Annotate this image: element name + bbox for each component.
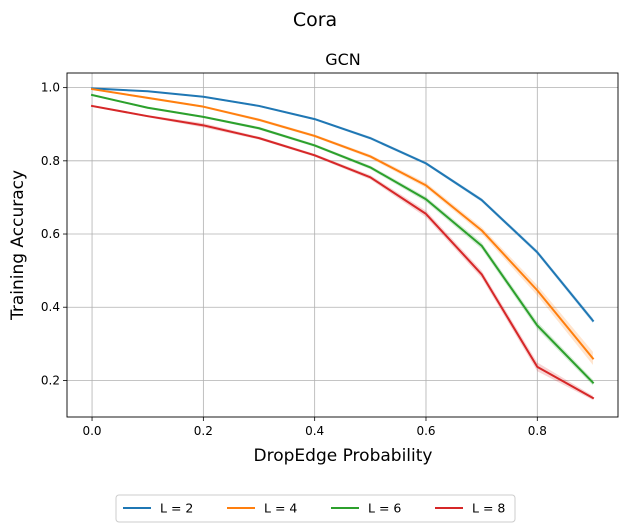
series-band-4	[92, 105, 593, 401]
x-axis-label: DropEdge Probability	[254, 446, 433, 466]
confidence-bands	[92, 87, 593, 401]
figure-suptitle: Cora	[293, 9, 337, 31]
x-tick-label: 0.4	[305, 424, 324, 438]
series-line-1	[90, 87, 595, 323]
series-band-3	[92, 94, 593, 386]
y-tick-label: 0.8	[41, 154, 60, 168]
y-axis-label: Training Accuracy	[8, 170, 28, 321]
legend-label-1: L = 2	[160, 501, 193, 516]
series-lines	[90, 87, 595, 400]
legend-label-2: L = 4	[264, 501, 297, 516]
x-axis-ticks: 0.0 0.2 0.4 0.6 0.8	[82, 417, 547, 438]
legend: L = 2 L = 4 L = 6 L = 8	[115, 494, 516, 523]
series-line-2	[90, 87, 595, 360]
series-band-1	[92, 87, 593, 324]
x-tick-label: 0.0	[82, 424, 101, 438]
y-tick-label: 0.4	[41, 300, 60, 314]
y-tick-label: 1.0	[41, 81, 60, 95]
y-axis-ticks: 0.2 0.4 0.6 0.8 1.0	[41, 81, 67, 387]
x-tick-label: 0.6	[416, 424, 435, 438]
y-tick-label: 0.6	[41, 227, 60, 241]
x-tick-label: 0.8	[528, 424, 547, 438]
legend-label-4: L = 8	[472, 501, 505, 516]
y-tick-label: 0.2	[41, 373, 60, 387]
chart-title: GCN	[325, 50, 361, 69]
gridlines	[67, 73, 618, 417]
plot-area-frame	[66, 72, 619, 418]
series-line-4	[90, 104, 595, 400]
legend-box	[115, 494, 516, 523]
series-line-3	[90, 93, 595, 385]
legend-label-3: L = 6	[368, 501, 401, 516]
x-tick-label: 0.2	[194, 424, 213, 438]
